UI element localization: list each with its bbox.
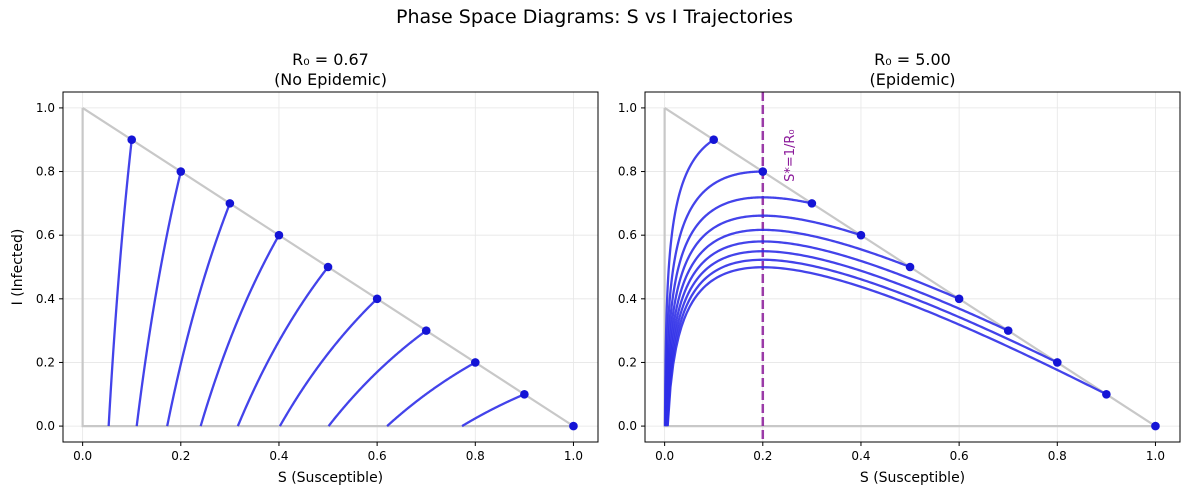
y-tick-label: 0.2 <box>618 355 637 369</box>
trajectory-line <box>386 361 476 427</box>
initial-point-marker <box>954 294 964 304</box>
x-tick-label: 0.8 <box>1048 449 1067 463</box>
chart-panel-2: R₀ = 5.00(Epidemic) S*=1/R₀ 0.0 0.2 0.4 0.6 0.… <box>618 50 1181 486</box>
trajectory-line <box>236 266 329 427</box>
y-tick-label: 0.8 <box>618 165 637 179</box>
initial-point-marker <box>520 389 529 399</box>
x-tick-label: 0.4 <box>269 449 288 463</box>
x-tick-label: 0.8 <box>466 449 485 463</box>
trajectory-line <box>665 240 960 427</box>
initial-point-marker <box>1102 389 1111 399</box>
threshold-label: S*=1/R₀ <box>783 129 798 182</box>
initial-point-marker <box>225 199 235 208</box>
trajectory-line <box>107 139 133 427</box>
y-tick-label: 1.0 <box>36 101 55 115</box>
x-tick-label: 0.4 <box>851 449 870 463</box>
y-tick-label: 0.2 <box>36 355 55 369</box>
trajectory-line <box>664 170 763 427</box>
trajectory-line <box>666 266 1107 427</box>
x-tick-label: 0.0 <box>655 449 674 463</box>
initial-point-marker <box>274 230 284 240</box>
y-tick-label: 0.8 <box>36 165 55 179</box>
trajectory-line <box>135 171 182 427</box>
trajectory-line <box>664 196 813 427</box>
y-tick-label: 0.0 <box>618 419 637 433</box>
initial-point-marker <box>807 199 817 208</box>
initial-point-marker <box>758 167 768 176</box>
trajectory-line <box>665 250 1009 427</box>
initial-point-marker <box>709 135 719 145</box>
trajectory-line <box>665 228 911 427</box>
chart-panel-1: R₀ = 0.67(No Epidemic) 0.0 0.2 0.4 0.6 0.8 1.0… <box>10 50 599 486</box>
axes-frame <box>62 91 599 443</box>
trajectory-line <box>199 234 280 427</box>
initial-point-marker <box>1151 421 1160 431</box>
x-tick-label: 0.2 <box>171 449 190 463</box>
initial-point-marker <box>905 262 915 272</box>
y-axis-label: I (Infected) <box>10 229 26 306</box>
panel-subtitle: (No Epidemic) <box>274 70 387 89</box>
initial-point-marker <box>127 135 137 145</box>
axes-frame <box>644 91 1181 443</box>
x-tick-label: 1.0 <box>1146 449 1165 463</box>
y-tick-label: 1.0 <box>618 101 637 115</box>
panel-title: R₀ = 0.67 <box>292 50 369 69</box>
trajectory-line <box>166 202 231 427</box>
y-tick-label: 0.4 <box>618 292 637 306</box>
x-axis-label: S (Susceptible) <box>278 470 383 486</box>
x-tick-label: 0.6 <box>368 449 387 463</box>
trajectory-line <box>663 138 715 427</box>
initial-point-marker <box>470 358 480 367</box>
initial-point-marker <box>323 262 333 272</box>
trajectory-line <box>666 258 1058 427</box>
initial-point-marker <box>856 230 866 240</box>
trajectory-line <box>278 297 378 427</box>
trajectory-line <box>461 393 525 428</box>
x-tick-label: 1.0 <box>564 449 583 463</box>
figure-title: Phase Space Diagrams: S vs I Trajectorie… <box>396 6 793 28</box>
initial-point-marker <box>176 167 186 176</box>
y-tick-label: 0.4 <box>36 292 55 306</box>
x-tick-label: 0.0 <box>73 449 92 463</box>
x-axis-label: S (Susceptible) <box>860 470 965 486</box>
x-tick-label: 0.2 <box>753 449 772 463</box>
initial-point-marker <box>372 294 382 304</box>
trajectory-line <box>327 329 427 427</box>
initial-point-marker <box>1052 358 1062 367</box>
y-tick-label: 0.0 <box>36 419 55 433</box>
panel-title: R₀ = 5.00 <box>874 50 951 69</box>
trajectory-line <box>664 214 862 427</box>
x-tick-label: 0.6 <box>950 449 969 463</box>
panel-subtitle: (Epidemic) <box>869 70 955 89</box>
initial-point-marker <box>1003 326 1013 335</box>
initial-point-marker <box>569 421 578 431</box>
y-tick-label: 0.6 <box>36 228 55 242</box>
y-tick-label: 0.6 <box>618 228 637 242</box>
initial-point-marker <box>421 326 431 335</box>
